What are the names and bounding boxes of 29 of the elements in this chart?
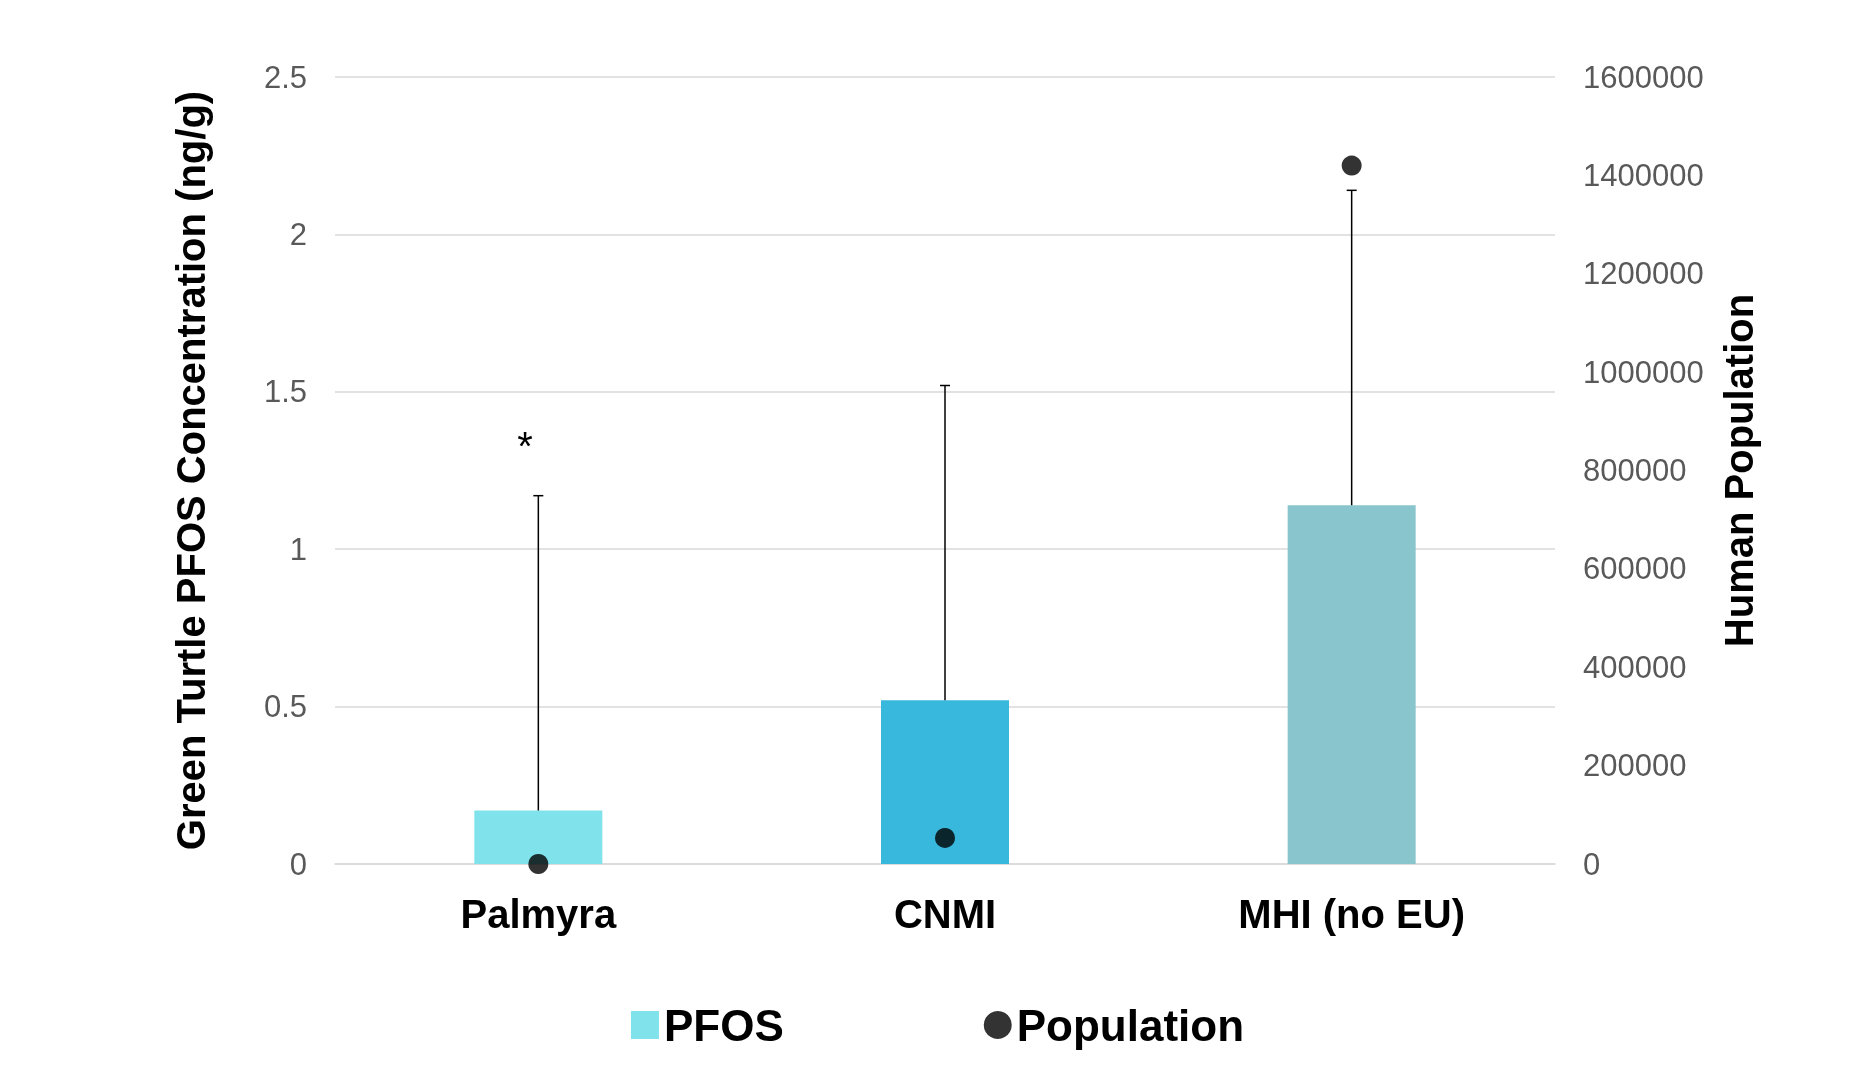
annotation: *: [517, 424, 533, 468]
y2-tick-label: 600000: [1583, 551, 1687, 587]
y-tick-label: 0.5: [263, 689, 307, 725]
legend-label: PFOS: [663, 1000, 784, 1050]
x-tick-label: MHI (no EU): [1238, 892, 1465, 936]
bar: [881, 700, 1009, 864]
point: [528, 854, 549, 874]
y-tick-label: 1.5: [263, 374, 307, 410]
y2-tick-label: 1200000: [1583, 256, 1704, 292]
y2-tick-label: 1400000: [1583, 157, 1704, 193]
x-tick-label: CNMI: [893, 892, 997, 936]
y2-tick-label: 0: [1583, 846, 1601, 882]
bar: [474, 810, 603, 864]
y2-tick-label: 800000: [1583, 453, 1687, 488]
y2-tick-label: 1600000: [1583, 59, 1704, 95]
y2-axis-title: Human Population: [1716, 293, 1761, 648]
y2-tick-label: 400000: [1583, 649, 1687, 685]
y2-tick-label: 200000: [1583, 748, 1687, 784]
y-tick-label: 1: [289, 531, 307, 567]
legend-label: Population: [1016, 1000, 1245, 1050]
bar: [1287, 505, 1416, 864]
y-axis-title: Green Turtle PFOS Concentration (ng/g): [169, 90, 213, 851]
y-tick-label: 0: [289, 846, 307, 882]
y-tick-label: 2.5: [263, 59, 307, 95]
y2-tick-label: 1000000: [1583, 354, 1704, 390]
point: [1341, 155, 1362, 176]
x-tick-label: Palmyra: [460, 892, 617, 936]
y-tick-label: 2: [289, 216, 307, 252]
point: [935, 827, 955, 848]
